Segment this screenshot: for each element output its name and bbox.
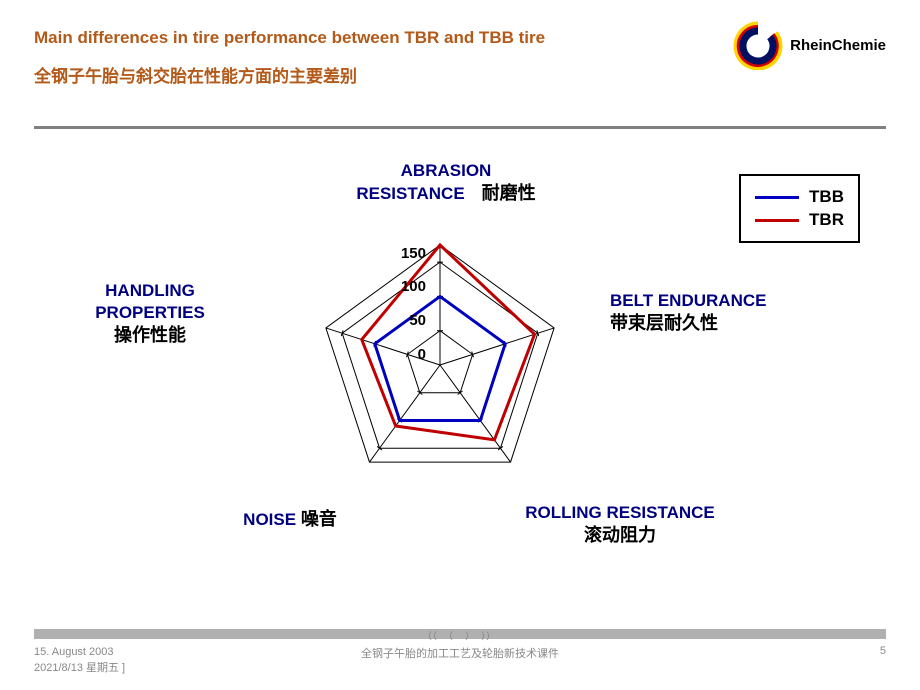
footer-bar: (( ( ) )) [34,629,886,639]
scale-150: 150 [386,245,426,262]
legend-line-tbb [755,196,799,199]
header-divider [34,126,886,129]
axis-label-3: NOISE 噪音 [200,508,380,531]
legend-item-tbr: TBR [755,210,844,230]
scale-0: 0 [396,346,426,363]
footer-nav: (( ( ) )) [429,628,492,641]
axis-label-0: ABRASIONRESISTANCE 耐磨性 [316,160,576,205]
footer-title: 全钢子午胎的加工工艺及轮胎新技术课件 [361,645,559,661]
axis-label-2: ROLLING RESISTANCE 滚动阻力 [490,502,750,547]
slide-footer: (( ( ) )) 15. August 2003 2021/8/13 星期五 … [0,629,920,676]
radar-chart: ABRASIONRESISTANCE 耐磨性 BELT ENDURANCE 带束… [50,150,870,590]
logo-text: RheinChemie [790,37,886,54]
legend-item-tbb: TBB [755,187,844,207]
company-logo: C RheinChemie [730,20,886,70]
axis-label-1: BELT ENDURANCE 带束层耐久性 [610,290,830,335]
chart-legend: TBB TBR [739,174,860,243]
legend-line-tbr [755,219,799,222]
footer-page: 5 [880,645,886,657]
footer-date: 15. August 2003 2021/8/13 星期五 ] [34,645,125,676]
slide: Main differences in tire performance bet… [0,0,920,690]
logo-mark-icon: C [730,20,786,70]
scale-50: 50 [386,312,426,329]
axis-label-4: HANDLINGPROPERTIES操作性能 [70,280,230,348]
svg-text:C: C [752,37,764,54]
scale-100: 100 [386,278,426,295]
